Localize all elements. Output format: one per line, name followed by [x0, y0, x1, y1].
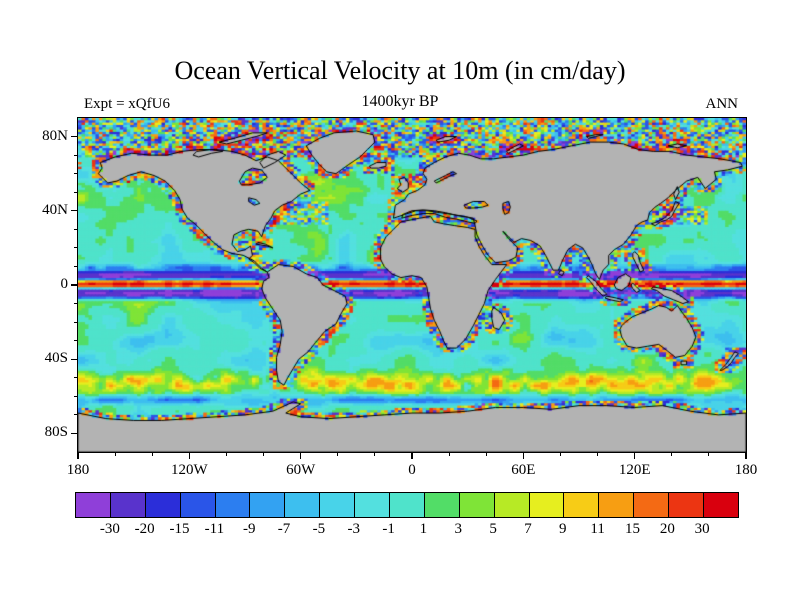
y-tick-label: 80N [42, 127, 68, 144]
season-label: ANN [705, 96, 739, 112]
colorbar-cell [249, 493, 285, 517]
x-minor-tick [485, 452, 487, 456]
colorbar-label: -30 [99, 521, 120, 537]
experiment-label: Expt = xQfU6 [84, 96, 170, 112]
y-minor-tick [74, 377, 78, 379]
y-minor-tick [74, 154, 78, 156]
colorbar-label: 1 [419, 521, 428, 537]
x-minor-tick [151, 452, 153, 456]
plot-subtitle: 1400kyr BP [361, 93, 439, 110]
colorbar-cell [423, 493, 459, 517]
y-tick-label: 40S [44, 350, 68, 367]
x-tick-label: 60W [286, 462, 316, 478]
y-minor-tick [74, 265, 78, 267]
x-minor-tick [448, 452, 450, 456]
colorbar [75, 492, 739, 518]
y-major-tick [71, 284, 78, 286]
x-minor-tick [708, 452, 710, 456]
colorbar-label: 11 [590, 521, 605, 537]
colorbar-cell [144, 493, 180, 517]
map-area: 180 120W 60W 0 60E 120E 180 80N 40N 0 40S 80S [42, 117, 757, 478]
y-minor-tick [74, 321, 78, 323]
plot-title: Ocean Vertical Velocity at 10m (in cm/da… [174, 56, 626, 85]
y-major-tick [71, 432, 78, 435]
colorbar-label: 30 [694, 521, 710, 537]
x-major-tick [188, 452, 190, 459]
x-major-tick [300, 452, 302, 459]
colorbar-cell [76, 493, 110, 517]
x-minor-tick [263, 452, 265, 456]
y-tick-label: 40N [42, 201, 68, 218]
y-minor-tick [74, 191, 78, 193]
colorbar-cell [109, 493, 145, 517]
colorbar-label: 5 [489, 521, 497, 537]
y-minor-tick [74, 340, 78, 342]
colorbar-cell [354, 493, 390, 517]
x-minor-tick [114, 452, 116, 456]
colorbar-cell [179, 493, 215, 517]
y-major-tick [71, 135, 78, 138]
colorbar-cell [633, 493, 669, 517]
x-major-tick [77, 452, 79, 459]
colorbar-label: -11 [204, 521, 225, 537]
x-minor-tick [559, 452, 561, 456]
y-tick-label: 0 [60, 276, 69, 292]
x-major-tick [634, 452, 636, 459]
y-tick-label: 80S [44, 424, 68, 441]
colorbar-cell [458, 493, 494, 517]
colorbar-cell [389, 493, 424, 517]
y-minor-tick [74, 414, 78, 416]
x-tick-label: 120E [618, 462, 651, 478]
colorbar-label: -3 [347, 521, 360, 537]
x-tick-label: 0 [408, 462, 416, 478]
colorbar-label: 15 [624, 521, 640, 537]
x-tick-label: 60E [511, 462, 536, 478]
colorbar-label: 20 [659, 521, 675, 537]
y-minor-tick [74, 247, 78, 249]
x-minor-tick [671, 452, 673, 456]
colorbar-cell [284, 493, 320, 517]
colorbar-cell [563, 493, 599, 517]
colorbar-label: 9 [559, 521, 567, 537]
x-major-tick [745, 452, 747, 459]
x-minor-tick [597, 452, 599, 456]
x-minor-tick [337, 452, 339, 456]
colorbar-cell [668, 493, 704, 517]
colorbar-cell [598, 493, 634, 517]
colorbar-label: -20 [134, 521, 155, 537]
x-tick-label: 180 [66, 462, 90, 478]
colorbar-cell [319, 493, 355, 517]
world-map-canvas [78, 118, 746, 452]
colorbar-cell [214, 493, 250, 517]
y-minor-tick [74, 395, 78, 397]
colorbar-labels: -30 -20 -15 -11 -9 -7 -5 -3 -1 1 3 5 7 9 11 15 20 30 [75, 521, 737, 541]
y-minor-tick [74, 173, 78, 175]
colorbar-cell [528, 493, 564, 517]
y-minor-tick [74, 303, 78, 305]
colorbar-cell [493, 493, 529, 517]
x-minor-tick [225, 452, 227, 456]
colorbar-label: -5 [312, 521, 326, 537]
colorbar-label: -7 [277, 521, 291, 537]
colorbar-label: -9 [242, 521, 256, 537]
y-major-tick [71, 210, 78, 212]
y-major-tick [71, 358, 78, 360]
x-tick-label: 120W [170, 462, 208, 478]
x-minor-tick [374, 452, 376, 456]
colorbar-label: -1 [382, 521, 395, 537]
x-major-tick [522, 452, 524, 459]
x-tick-label: 180 [734, 462, 758, 478]
y-minor-tick [74, 228, 78, 230]
colorbar-label: 7 [524, 521, 532, 537]
colorbar-cell [703, 493, 738, 517]
x-major-tick [411, 452, 413, 459]
colorbar-label: -15 [169, 521, 190, 537]
colorbar-label: 3 [454, 521, 463, 537]
